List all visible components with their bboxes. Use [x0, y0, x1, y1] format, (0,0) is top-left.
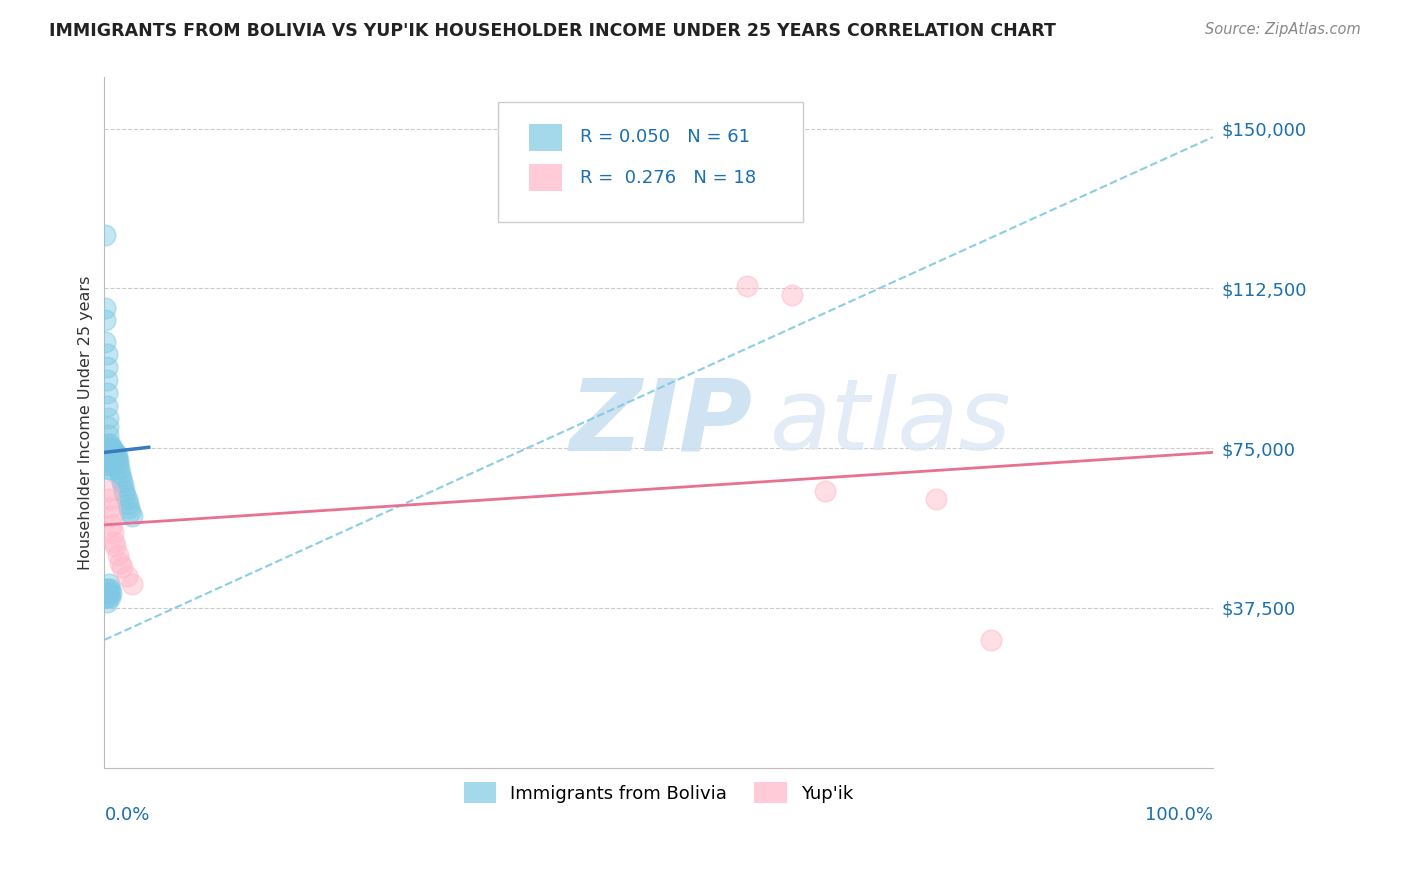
Text: Source: ZipAtlas.com: Source: ZipAtlas.com: [1205, 22, 1361, 37]
Point: [101, 517, 124, 532]
Point: [107, 458, 129, 473]
Point: [96, 385, 118, 400]
Point: [97, 441, 120, 455]
Point: [104, 450, 127, 464]
Point: [97, 420, 120, 434]
Point: [101, 454, 124, 468]
Point: [114, 488, 136, 502]
Point: [94, 582, 117, 596]
Point: [100, 586, 122, 600]
Point: [814, 483, 837, 498]
Legend: Immigrants from Bolivia, Yup'ik: Immigrants from Bolivia, Yup'ik: [457, 775, 860, 811]
Point: [735, 279, 758, 293]
Point: [101, 445, 124, 459]
Point: [925, 492, 948, 507]
Point: [97, 411, 120, 425]
FancyBboxPatch shape: [529, 164, 562, 191]
Text: 100.0%: 100.0%: [1144, 805, 1213, 823]
Point: [112, 483, 135, 498]
Point: [105, 448, 128, 462]
Point: [104, 445, 127, 459]
Point: [94, 591, 117, 605]
FancyBboxPatch shape: [498, 102, 803, 222]
Text: IMMIGRANTS FROM BOLIVIA VS YUP'IK HOUSEHOLDER INCOME UNDER 25 YEARS CORRELATION : IMMIGRANTS FROM BOLIVIA VS YUP'IK HOUSEH…: [49, 22, 1056, 40]
Point: [100, 450, 122, 464]
Text: 0.0%: 0.0%: [104, 805, 150, 823]
Point: [101, 441, 124, 455]
Point: [97, 582, 120, 596]
Point: [98, 500, 121, 515]
Text: atlas: atlas: [769, 374, 1011, 471]
Point: [104, 539, 127, 553]
Point: [103, 450, 125, 464]
Point: [107, 548, 129, 562]
Point: [97, 577, 120, 591]
Point: [111, 475, 134, 490]
Point: [111, 560, 134, 574]
Point: [97, 483, 120, 498]
Point: [96, 399, 118, 413]
Point: [97, 428, 120, 442]
Point: [97, 492, 120, 507]
Point: [96, 347, 118, 361]
Point: [98, 437, 121, 451]
Point: [98, 445, 121, 459]
Point: [96, 360, 118, 375]
Point: [98, 591, 121, 605]
Point: [121, 509, 143, 524]
Point: [108, 467, 131, 481]
Point: [117, 496, 139, 510]
Point: [100, 441, 122, 455]
Point: [94, 313, 117, 327]
Point: [980, 632, 1002, 647]
Point: [115, 569, 138, 583]
Point: [97, 450, 120, 464]
Point: [105, 451, 128, 466]
Point: [96, 594, 118, 608]
Point: [94, 228, 117, 243]
Point: [103, 450, 125, 464]
Point: [780, 287, 803, 301]
Point: [112, 479, 135, 493]
Point: [96, 586, 118, 600]
Point: [103, 526, 125, 541]
Text: R = 0.050   N = 61: R = 0.050 N = 61: [579, 128, 749, 146]
Point: [110, 471, 132, 485]
Point: [97, 462, 120, 476]
Point: [115, 492, 138, 507]
Point: [107, 454, 129, 468]
Point: [94, 334, 117, 349]
Point: [118, 500, 141, 515]
Point: [100, 458, 122, 473]
Point: [94, 301, 117, 315]
Point: [97, 586, 120, 600]
Point: [96, 373, 118, 387]
Point: [103, 445, 125, 459]
Point: [107, 462, 129, 476]
Point: [103, 534, 125, 549]
Point: [108, 556, 131, 570]
FancyBboxPatch shape: [529, 124, 562, 152]
Point: [97, 445, 120, 459]
Text: R =  0.276   N = 18: R = 0.276 N = 18: [579, 169, 756, 186]
Point: [103, 445, 125, 459]
Point: [118, 505, 141, 519]
Point: [121, 577, 143, 591]
Text: ZIP: ZIP: [569, 374, 754, 471]
Point: [98, 582, 121, 596]
Y-axis label: Householder Income Under 25 years: Householder Income Under 25 years: [79, 276, 93, 570]
Point: [100, 509, 122, 524]
Point: [98, 454, 121, 468]
Point: [97, 458, 120, 473]
Point: [97, 591, 120, 605]
Point: [97, 437, 120, 451]
Point: [98, 462, 121, 476]
